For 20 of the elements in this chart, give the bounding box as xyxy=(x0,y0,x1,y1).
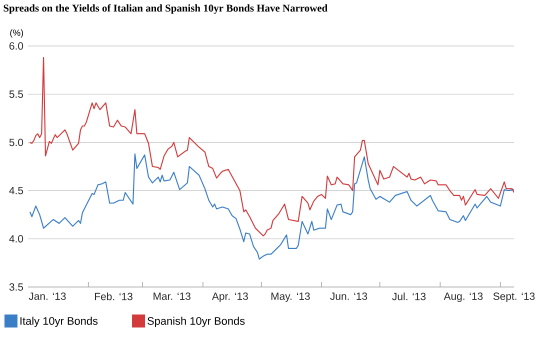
x-tick-label: Aug. ‘13 xyxy=(444,292,483,302)
x-tick-label: Jul. ‘13 xyxy=(392,292,426,300)
x-tick-label: Sept. ‘13 xyxy=(493,292,535,302)
x-tick-label: Jan. ‘13 xyxy=(28,292,66,300)
chart-title: Spreads on the Yields of Italian and Spanish 10yr Bonds Have Narrowed xyxy=(4,4,328,14)
y-tick-label: 3.5 xyxy=(9,283,24,291)
y-tick-label: 4.5 xyxy=(9,186,24,194)
x-tick-label: Jun. ‘13 xyxy=(330,292,368,300)
x-tick-label: Apr. ‘13 xyxy=(212,292,248,302)
y-tick-label: 6.0 xyxy=(9,42,24,50)
line-series xyxy=(29,153,514,260)
y-tick-label: 5.0 xyxy=(9,138,24,146)
x-tick-label: Feb. ‘13 xyxy=(95,292,132,300)
y-tick-label: 4.0 xyxy=(9,235,24,243)
x-tick-label: May. ‘13 xyxy=(271,292,310,302)
x-tick-label: Mar. ‘13 xyxy=(154,292,190,300)
y-axis-title: (%) xyxy=(10,29,24,38)
y-tick-label: 5.5 xyxy=(9,90,24,98)
legend-label: Italy 10yr Bonds xyxy=(20,316,98,327)
legend-label: Spanish 10yr Bonds xyxy=(148,316,245,327)
